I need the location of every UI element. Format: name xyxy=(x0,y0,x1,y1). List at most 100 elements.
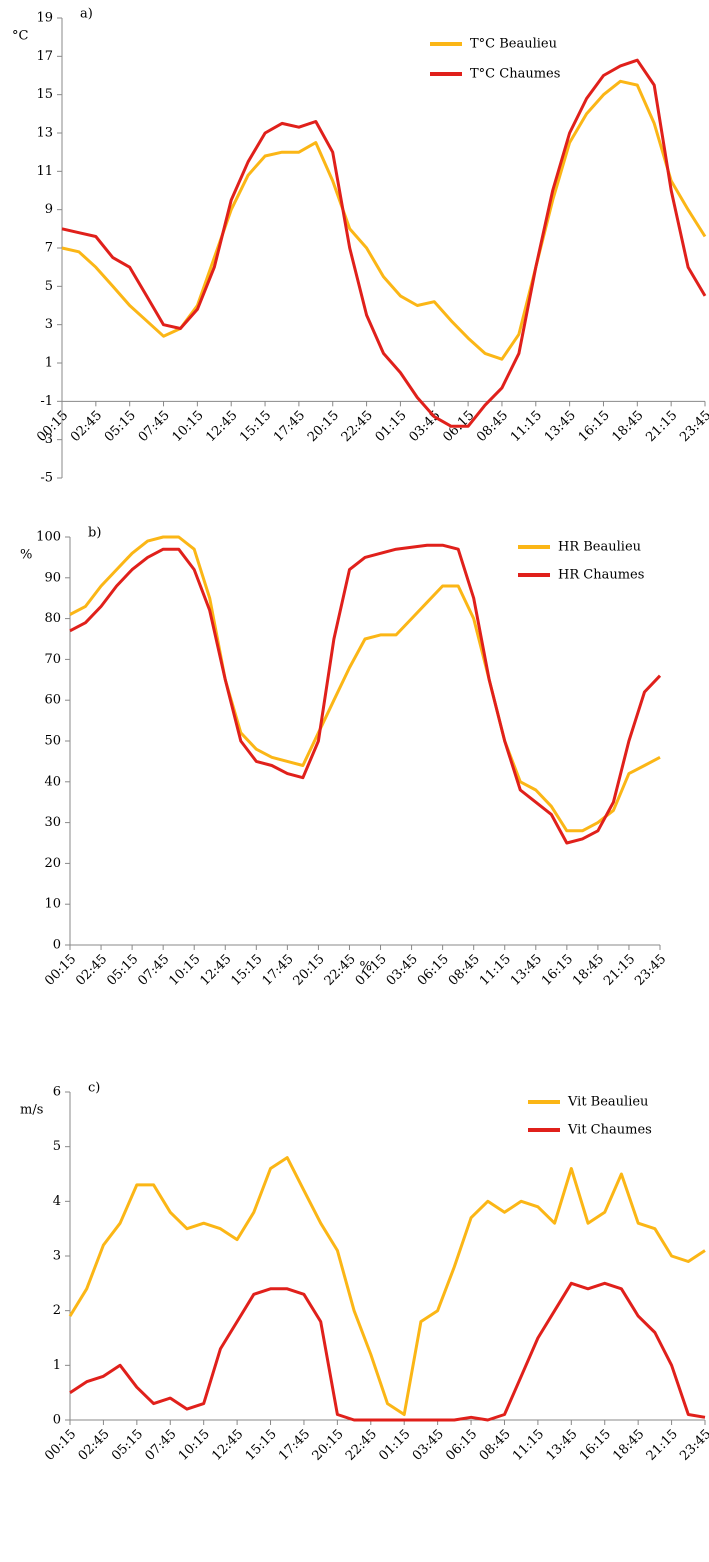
series-line xyxy=(61,79,707,361)
x-tick-label: 17:45 xyxy=(271,408,308,445)
x-tick-label: 23:45 xyxy=(632,952,669,989)
y-tick-label: 80 xyxy=(44,611,61,626)
panel-label: a) xyxy=(80,7,93,22)
x-tick-label: 05:15 xyxy=(109,1427,146,1464)
legend-label: T°C Chaumes xyxy=(470,67,560,82)
y-tick-label: 20 xyxy=(44,856,61,871)
x-tick-label: 07:45 xyxy=(136,408,173,445)
x-tick-label: 08:45 xyxy=(477,1427,514,1464)
y-tick-label: 6 xyxy=(53,1085,61,1100)
y-tick-label: 70 xyxy=(44,652,61,667)
y-tick-label: 3 xyxy=(45,317,53,332)
y-tick-label: 100 xyxy=(36,530,61,545)
x-tick-label: 13:45 xyxy=(544,1427,581,1464)
x-tick-label: 13:45 xyxy=(542,408,579,445)
y-tick-label: 1 xyxy=(45,356,53,371)
x-tick-label: 18:45 xyxy=(610,408,647,445)
x-tick-label: 18:45 xyxy=(610,1427,647,1464)
x-tick-label: 15:15 xyxy=(237,408,274,445)
x-tick-label: 07:45 xyxy=(135,952,172,989)
y-tick-label: 17 xyxy=(36,49,53,64)
legend-label: Vit Beaulieu xyxy=(567,1095,648,1110)
x-tick-label: 05:15 xyxy=(102,408,139,445)
x-tick-label: 15:15 xyxy=(243,1427,280,1464)
y-tick-label: 0 xyxy=(53,1413,61,1428)
x-tick-label: 03:45 xyxy=(410,1427,447,1464)
x-tick-label: 21:15 xyxy=(601,952,638,989)
x-tick-label: 12:45 xyxy=(209,1427,246,1464)
y-tick-label: 2 xyxy=(53,1303,61,1318)
series-line xyxy=(69,535,661,833)
y-tick-label: 60 xyxy=(44,693,61,708)
y-tick-label: 1 xyxy=(53,1358,61,1373)
series-line xyxy=(61,58,707,428)
y-tick-label: 5 xyxy=(53,1139,61,1154)
x-tick-label: 17:45 xyxy=(260,952,297,989)
x-tick-label: 20:15 xyxy=(305,408,342,445)
y-tick-label: 40 xyxy=(44,774,61,789)
y-tick-label: -3 xyxy=(40,432,53,447)
panel-label: c) xyxy=(88,1081,100,1096)
x-tick-label: 03:45 xyxy=(384,952,421,989)
y-tick-label: -5 xyxy=(40,471,53,486)
x-tick-label: 07:45 xyxy=(142,1427,179,1464)
x-tick-label: 21:15 xyxy=(643,408,680,445)
x-tick-label: 01:15 xyxy=(373,408,410,445)
y-tick-label: -1 xyxy=(40,394,53,409)
y-tick-label: 50 xyxy=(44,734,61,749)
x-tick-label: 02:45 xyxy=(68,408,105,445)
unit-label: m/s xyxy=(20,1103,43,1118)
y-tick-label: 15 xyxy=(36,87,53,102)
x-tick-label: 03:45 xyxy=(406,408,443,445)
y-tick-label: 9 xyxy=(45,202,53,217)
x-tick-label: 13:45 xyxy=(508,952,545,989)
x-tick-label: 08:45 xyxy=(446,952,483,989)
x-tick-label: 02:45 xyxy=(73,952,110,989)
x-tick-label: 12:45 xyxy=(203,408,240,445)
x-tick-label: 11:15 xyxy=(508,408,545,445)
x-tick-label: 10:15 xyxy=(166,952,203,989)
x-tick-label: 00:15 xyxy=(42,952,79,989)
legend-label: T°C Beaulieu xyxy=(470,37,557,52)
x-tick-label: 20:15 xyxy=(310,1427,347,1464)
series-line xyxy=(68,1156,706,1416)
x-tick-label: 00:15 xyxy=(42,1427,79,1464)
unit-label: °C xyxy=(12,29,29,44)
y-tick-label: 3 xyxy=(53,1249,61,1264)
x-tick-label: 06:15 xyxy=(443,1427,480,1464)
x-tick-label: 10:15 xyxy=(170,408,207,445)
y-tick-label: 30 xyxy=(44,815,61,830)
y-tick-label: 0 xyxy=(53,938,61,953)
legend-label: HR Beaulieu xyxy=(558,540,641,555)
x-tick-label: 02:45 xyxy=(76,1427,113,1464)
legend-label: Vit Chaumes xyxy=(567,1123,652,1138)
x-tick-label: 10:15 xyxy=(176,1427,213,1464)
x-tick-label: 20:15 xyxy=(291,952,328,989)
legend-label: HR Chaumes xyxy=(558,568,644,583)
y-tick-label: 5 xyxy=(45,279,53,294)
x-tick-label: 11:15 xyxy=(477,952,514,989)
y-tick-label: 11 xyxy=(36,164,53,179)
x-tick-label: 06:15 xyxy=(415,952,452,989)
y-tick-label: 90 xyxy=(44,570,61,585)
x-tick-label: 18:45 xyxy=(570,952,607,989)
x-tick-label: 15:15 xyxy=(229,952,266,989)
y-tick-label: 13 xyxy=(36,126,53,141)
x-tick-label: 16:15 xyxy=(576,408,613,445)
x-tick-label: 22:45 xyxy=(339,408,376,445)
x-tick-label: 22:45 xyxy=(343,1427,380,1464)
x-tick-label: 12:45 xyxy=(197,952,234,989)
panel-label: b) xyxy=(88,526,101,541)
annotation: % xyxy=(359,960,371,975)
x-tick-label: 16:15 xyxy=(539,952,576,989)
unit-label: % xyxy=(20,548,32,563)
x-tick-label: 01:15 xyxy=(376,1427,413,1464)
x-tick-label: 05:15 xyxy=(104,952,141,989)
y-tick-label: 19 xyxy=(36,11,53,26)
series-line xyxy=(69,543,662,845)
y-tick-label: 7 xyxy=(45,241,53,256)
y-tick-label: 4 xyxy=(53,1194,61,1209)
x-tick-label: 22:45 xyxy=(322,952,359,989)
x-tick-label: 21:15 xyxy=(644,1427,681,1464)
